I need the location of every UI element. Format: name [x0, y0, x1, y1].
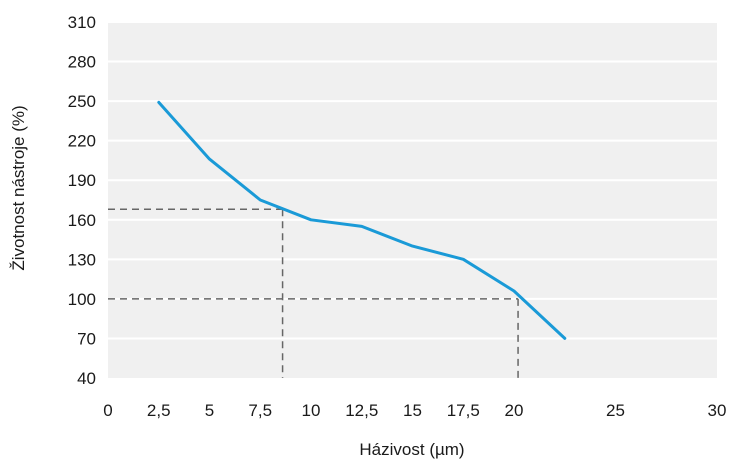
y-axis-title: Životnost nástroje (%) — [9, 105, 28, 270]
x-tick-label: 20 — [505, 401, 524, 420]
x-tick-label: 30 — [708, 401, 727, 420]
y-tick-label: 130 — [68, 250, 96, 269]
y-axis-ticks: 40 70 100 130 160 190 220 250 280 310 — [68, 13, 96, 388]
x-tick-label: 0 — [103, 401, 112, 420]
y-tick-label: 70 — [77, 329, 96, 348]
series-line-1 — [157, 100, 567, 340]
y-tick-label: 220 — [68, 132, 96, 151]
y-tick-label: 160 — [68, 211, 96, 230]
x-tick-label: 12,5 — [345, 401, 378, 420]
y-tick-label: 190 — [68, 171, 96, 190]
y-tick-label: 100 — [68, 290, 96, 309]
x-tick-label: 7,5 — [248, 401, 272, 420]
x-tick-label: 10 — [302, 401, 321, 420]
y-tick-label: 310 — [68, 13, 96, 32]
x-tick-label: 5 — [205, 401, 214, 420]
y-tick-label: 250 — [68, 92, 96, 111]
y-tick-label: 40 — [77, 369, 96, 388]
x-tick-label: 15 — [403, 401, 422, 420]
plot-background — [108, 22, 717, 378]
x-axis-ticks: 0 2,5 5 7,5 10 12,5 15 17,5 20 25 30 — [103, 401, 726, 420]
reference-lines — [108, 208, 519, 378]
x-tick-label: 25 — [606, 401, 625, 420]
x-axis-title: Házivost (µm) — [359, 440, 464, 459]
series-layer — [157, 100, 567, 340]
x-tick-label: 2,5 — [147, 401, 171, 420]
x-tick-label: 17,5 — [447, 401, 480, 420]
y-tick-label: 280 — [68, 53, 96, 72]
